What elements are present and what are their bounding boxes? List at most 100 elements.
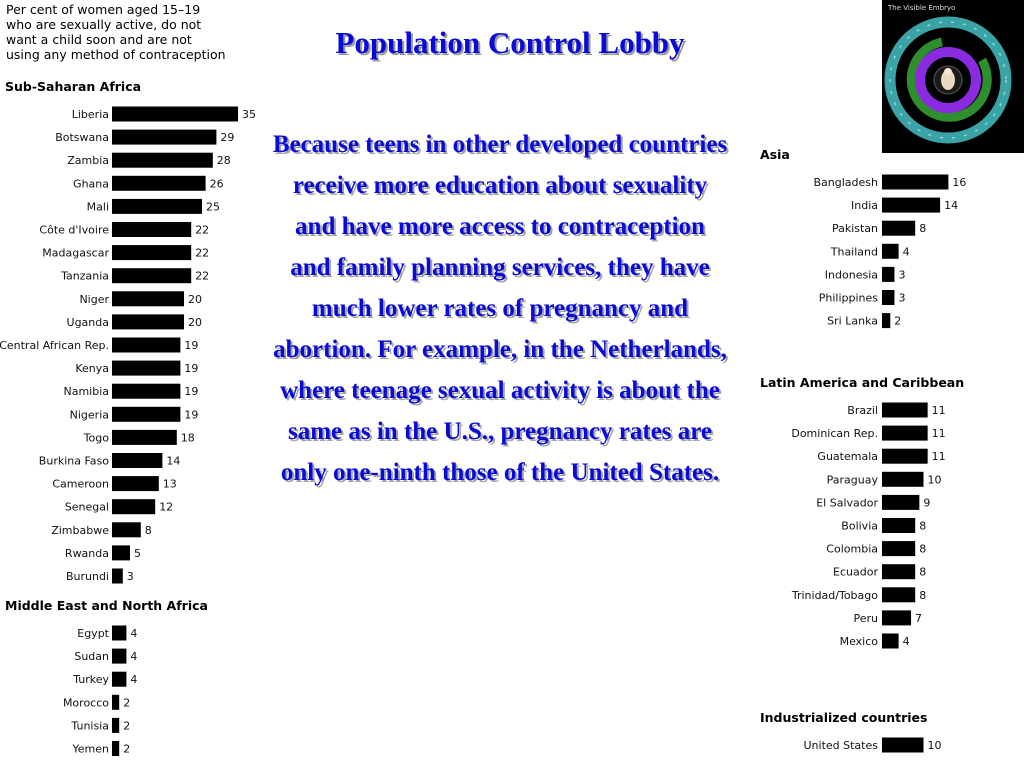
bar-value-turkey: 4 — [130, 673, 137, 686]
bar-uganda — [112, 314, 184, 330]
bar-botswana — [112, 129, 217, 145]
bar-label-thailand: Thailand — [830, 245, 878, 258]
bar-value-kenya: 19 — [184, 362, 198, 375]
bar-value-botswana: 29 — [220, 131, 234, 144]
bar-brazil — [882, 402, 928, 418]
group-heading-industrialized-countries: Industrialized countries — [760, 710, 927, 725]
bar-madagascar — [112, 245, 192, 261]
slide-body-text: Because teens in other developed countri… — [272, 131, 728, 486]
bar-burkina-faso — [112, 453, 163, 468]
bar-label-morocco: Morocco — [63, 696, 109, 709]
bar-label-rwanda: Rwanda — [65, 547, 109, 560]
bar-label-ghana: Ghana — [73, 177, 109, 190]
bar-label-uganda: Uganda — [67, 316, 109, 329]
bar-value-morocco: 2 — [123, 696, 130, 709]
bar-label-kenya: Kenya — [75, 362, 109, 375]
bar-guatemala — [882, 448, 928, 464]
bar-label-dominican-rep: Dominican Rep. — [791, 427, 878, 440]
bar-label-burundi: Burundi — [66, 570, 109, 583]
bar-value-mexico: 4 — [903, 635, 910, 648]
bar-label-paraguay: Paraguay — [827, 473, 879, 486]
bar-namibia — [112, 383, 181, 399]
bar-label-namibia: Namibia — [63, 385, 109, 398]
bar-value-pakistan: 8 — [919, 222, 926, 235]
bar-value-uganda: 20 — [188, 316, 202, 329]
bar-label-madagascar: Madagascar — [42, 247, 109, 260]
bar-label-tunisia: Tunisia — [70, 719, 109, 732]
bar-value-ecuador: 8 — [919, 566, 926, 579]
bar-label-sudan: Sudan — [74, 650, 109, 663]
group-heading-middle-east-and-north-africa: Middle East and North Africa — [5, 598, 208, 613]
bar-sri-lanka — [882, 313, 891, 329]
bar-label-brazil: Brazil — [847, 404, 878, 417]
bar-mexico — [882, 633, 899, 649]
bar-thailand — [882, 243, 899, 259]
bar-value-india: 14 — [944, 199, 958, 212]
bar-value-nigeria: 19 — [184, 408, 198, 421]
embryo-image-caption: The Visible Embryo — [887, 4, 955, 12]
bar-label-trinidad-tobago: Trinidad/Tobago — [791, 589, 878, 602]
bar-ghana — [112, 175, 206, 191]
bar-value-colombia: 8 — [919, 543, 926, 556]
bar-peru — [882, 610, 912, 626]
bar-egypt — [112, 625, 127, 641]
bar-dominican-rep — [882, 425, 928, 441]
bar-value-togo: 18 — [181, 431, 195, 444]
chart-title-line: who are sexually active, do not — [6, 17, 201, 32]
bar-liberia — [112, 106, 238, 122]
bar-label-colombia: Colombia — [826, 543, 878, 556]
bar-label-united-states: United States — [804, 739, 879, 752]
bar-value-sudan: 4 — [130, 650, 137, 663]
bar-sudan — [112, 648, 127, 664]
visible-embryo-image: The Visible Embryo — [882, 0, 1024, 153]
bar-cameroon — [112, 476, 159, 492]
bar-label-yemen: Yemen — [72, 743, 110, 756]
bar-value-cameroon: 13 — [163, 478, 177, 491]
bar-central-african-rep — [112, 337, 181, 353]
bar-label-bangladesh: Bangladesh — [814, 176, 879, 189]
bar-label-mali: Mali — [87, 200, 109, 213]
bar-label-peru: Peru — [853, 612, 878, 625]
bar-value-madagascar: 22 — [195, 247, 209, 260]
bar-niger — [112, 291, 184, 307]
bar-value-dominican-rep: 11 — [932, 427, 946, 440]
bar-label-nigeria: Nigeria — [70, 408, 109, 421]
bar-label-sri-lanka: Sri Lanka — [827, 315, 878, 328]
bar-value-senegal: 12 — [159, 501, 173, 514]
bar-c-te-d-ivoire — [112, 222, 192, 237]
bar-label-botswana: Botswana — [55, 131, 109, 144]
bar-rwanda — [112, 545, 130, 561]
bar-label-burkina-faso: Burkina Faso — [39, 455, 109, 468]
bar-value-ghana: 26 — [210, 177, 224, 190]
bar-value-central-african-rep: 19 — [184, 339, 198, 352]
bar-value-trinidad-tobago: 8 — [919, 589, 926, 602]
chart-title-line: using any method of contraception — [6, 47, 226, 62]
bar-ecuador — [882, 564, 916, 580]
bar-label-liberia: Liberia — [72, 108, 109, 121]
bar-yemen — [112, 741, 120, 756]
bar-value-zimbabwe: 8 — [145, 524, 152, 537]
bar-value-guatemala: 11 — [932, 450, 946, 463]
bar-label-guatemala: Guatemala — [817, 450, 878, 463]
chart-title-line: want a child soon and are not — [6, 32, 192, 47]
bar-label-bolivia: Bolivia — [841, 520, 878, 533]
chart-title-line: Per cent of women aged 15–19 — [6, 2, 200, 17]
bar-value-tanzania: 22 — [195, 270, 209, 283]
bar-mali — [112, 198, 202, 214]
bar-label-zambia: Zambia — [67, 154, 109, 167]
bar-value-sri-lanka: 2 — [894, 315, 901, 328]
bar-tanzania — [112, 268, 192, 284]
bar-kenya — [112, 360, 181, 376]
bar-label-cameroon: Cameroon — [52, 478, 109, 491]
bar-label-c-te-d-ivoire: Côte d'Ivoire — [39, 224, 109, 237]
bar-tunisia — [112, 717, 120, 733]
bar-value-namibia: 19 — [184, 385, 198, 398]
bar-label-pakistan: Pakistan — [832, 222, 878, 235]
bar-value-indonesia: 3 — [898, 268, 905, 281]
bar-zimbabwe — [112, 522, 141, 538]
bar-nigeria — [112, 406, 181, 422]
bar-label-philippines: Philippines — [819, 292, 879, 305]
bar-togo — [112, 429, 177, 445]
bar-value-burkina-faso: 14 — [166, 455, 180, 468]
